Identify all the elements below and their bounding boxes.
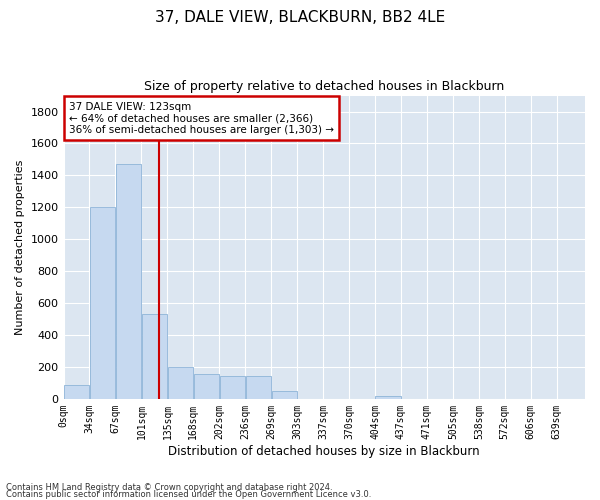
- Bar: [245, 376, 271, 399]
- Text: Contains HM Land Registry data © Crown copyright and database right 2024.: Contains HM Land Registry data © Crown c…: [6, 484, 332, 492]
- Text: 37, DALE VIEW, BLACKBURN, BB2 4LE: 37, DALE VIEW, BLACKBURN, BB2 4LE: [155, 10, 445, 25]
- Bar: [194, 374, 219, 399]
- Bar: [64, 386, 89, 399]
- Bar: [272, 391, 297, 399]
- Text: Contains public sector information licensed under the Open Government Licence v3: Contains public sector information licen…: [6, 490, 371, 499]
- X-axis label: Distribution of detached houses by size in Blackburn: Distribution of detached houses by size …: [169, 444, 480, 458]
- Bar: [220, 376, 245, 399]
- Title: Size of property relative to detached houses in Blackburn: Size of property relative to detached ho…: [144, 80, 505, 93]
- Bar: [90, 208, 115, 399]
- Text: 37 DALE VIEW: 123sqm
← 64% of detached houses are smaller (2,366)
36% of semi-de: 37 DALE VIEW: 123sqm ← 64% of detached h…: [69, 102, 334, 135]
- Bar: [167, 367, 193, 399]
- Y-axis label: Number of detached properties: Number of detached properties: [15, 160, 25, 335]
- Bar: [376, 396, 401, 399]
- Bar: [116, 164, 141, 399]
- Bar: [142, 314, 167, 399]
